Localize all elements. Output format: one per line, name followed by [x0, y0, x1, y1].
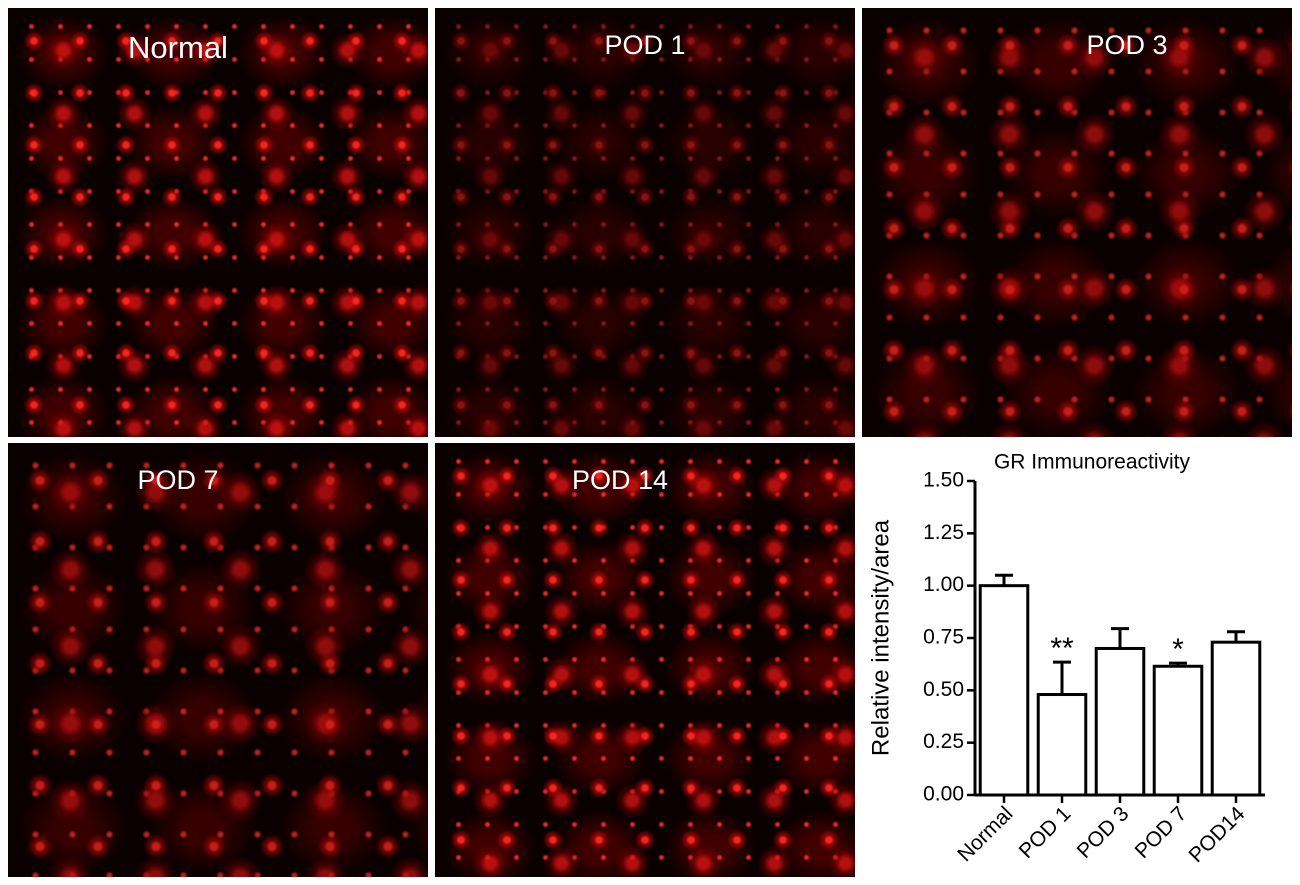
- x-tick-label: Normal: [953, 802, 1017, 866]
- bar: [1152, 664, 1204, 797]
- micrograph: [862, 8, 1292, 437]
- panel-label: POD 7: [137, 465, 219, 495]
- bar: [1210, 640, 1262, 797]
- chart: GR Immunoreactivity Relative intensity/a…: [867, 451, 1265, 867]
- micrograph: [435, 443, 855, 877]
- x-tick-label: POD 1: [1015, 802, 1076, 863]
- panel-label: POD 3: [1086, 30, 1168, 60]
- bar: [978, 584, 1030, 797]
- y-tick-label: 0.75: [923, 626, 964, 649]
- y-tick-label: 1.00: [923, 573, 964, 596]
- image-panel: POD 7: [8, 443, 428, 877]
- significance-mark: **: [1050, 632, 1074, 665]
- y-axis-label: Relative intensity/area: [867, 519, 894, 756]
- image-panel: POD 1: [435, 8, 855, 437]
- panel-label: POD 14: [571, 465, 669, 495]
- y-tick-label: 1.25: [923, 521, 964, 544]
- x-tick-label: POD14: [1184, 802, 1249, 867]
- y-tick-label: 1.50: [923, 469, 964, 492]
- micrograph: [8, 8, 428, 437]
- chart-title: GR Immunoreactivity: [994, 451, 1191, 474]
- bar: [1094, 646, 1146, 797]
- significance-mark: *: [1172, 633, 1184, 666]
- x-tick-label: POD 7: [1131, 802, 1192, 863]
- image-panel: Normal: [8, 8, 428, 437]
- panel-label: Normal: [128, 30, 228, 65]
- x-tick-label: POD 3: [1073, 802, 1134, 863]
- y-tick-label: 0.50: [923, 678, 964, 701]
- image-panel: POD 14: [435, 443, 855, 877]
- y-tick-label: 0.25: [923, 730, 964, 753]
- panel-label: POD 1: [604, 30, 686, 60]
- micrograph: [435, 8, 855, 437]
- image-panel: POD 3: [862, 8, 1292, 437]
- micrograph: [8, 443, 428, 877]
- y-tick-label: 0.00: [923, 783, 964, 806]
- bar: [1036, 693, 1088, 797]
